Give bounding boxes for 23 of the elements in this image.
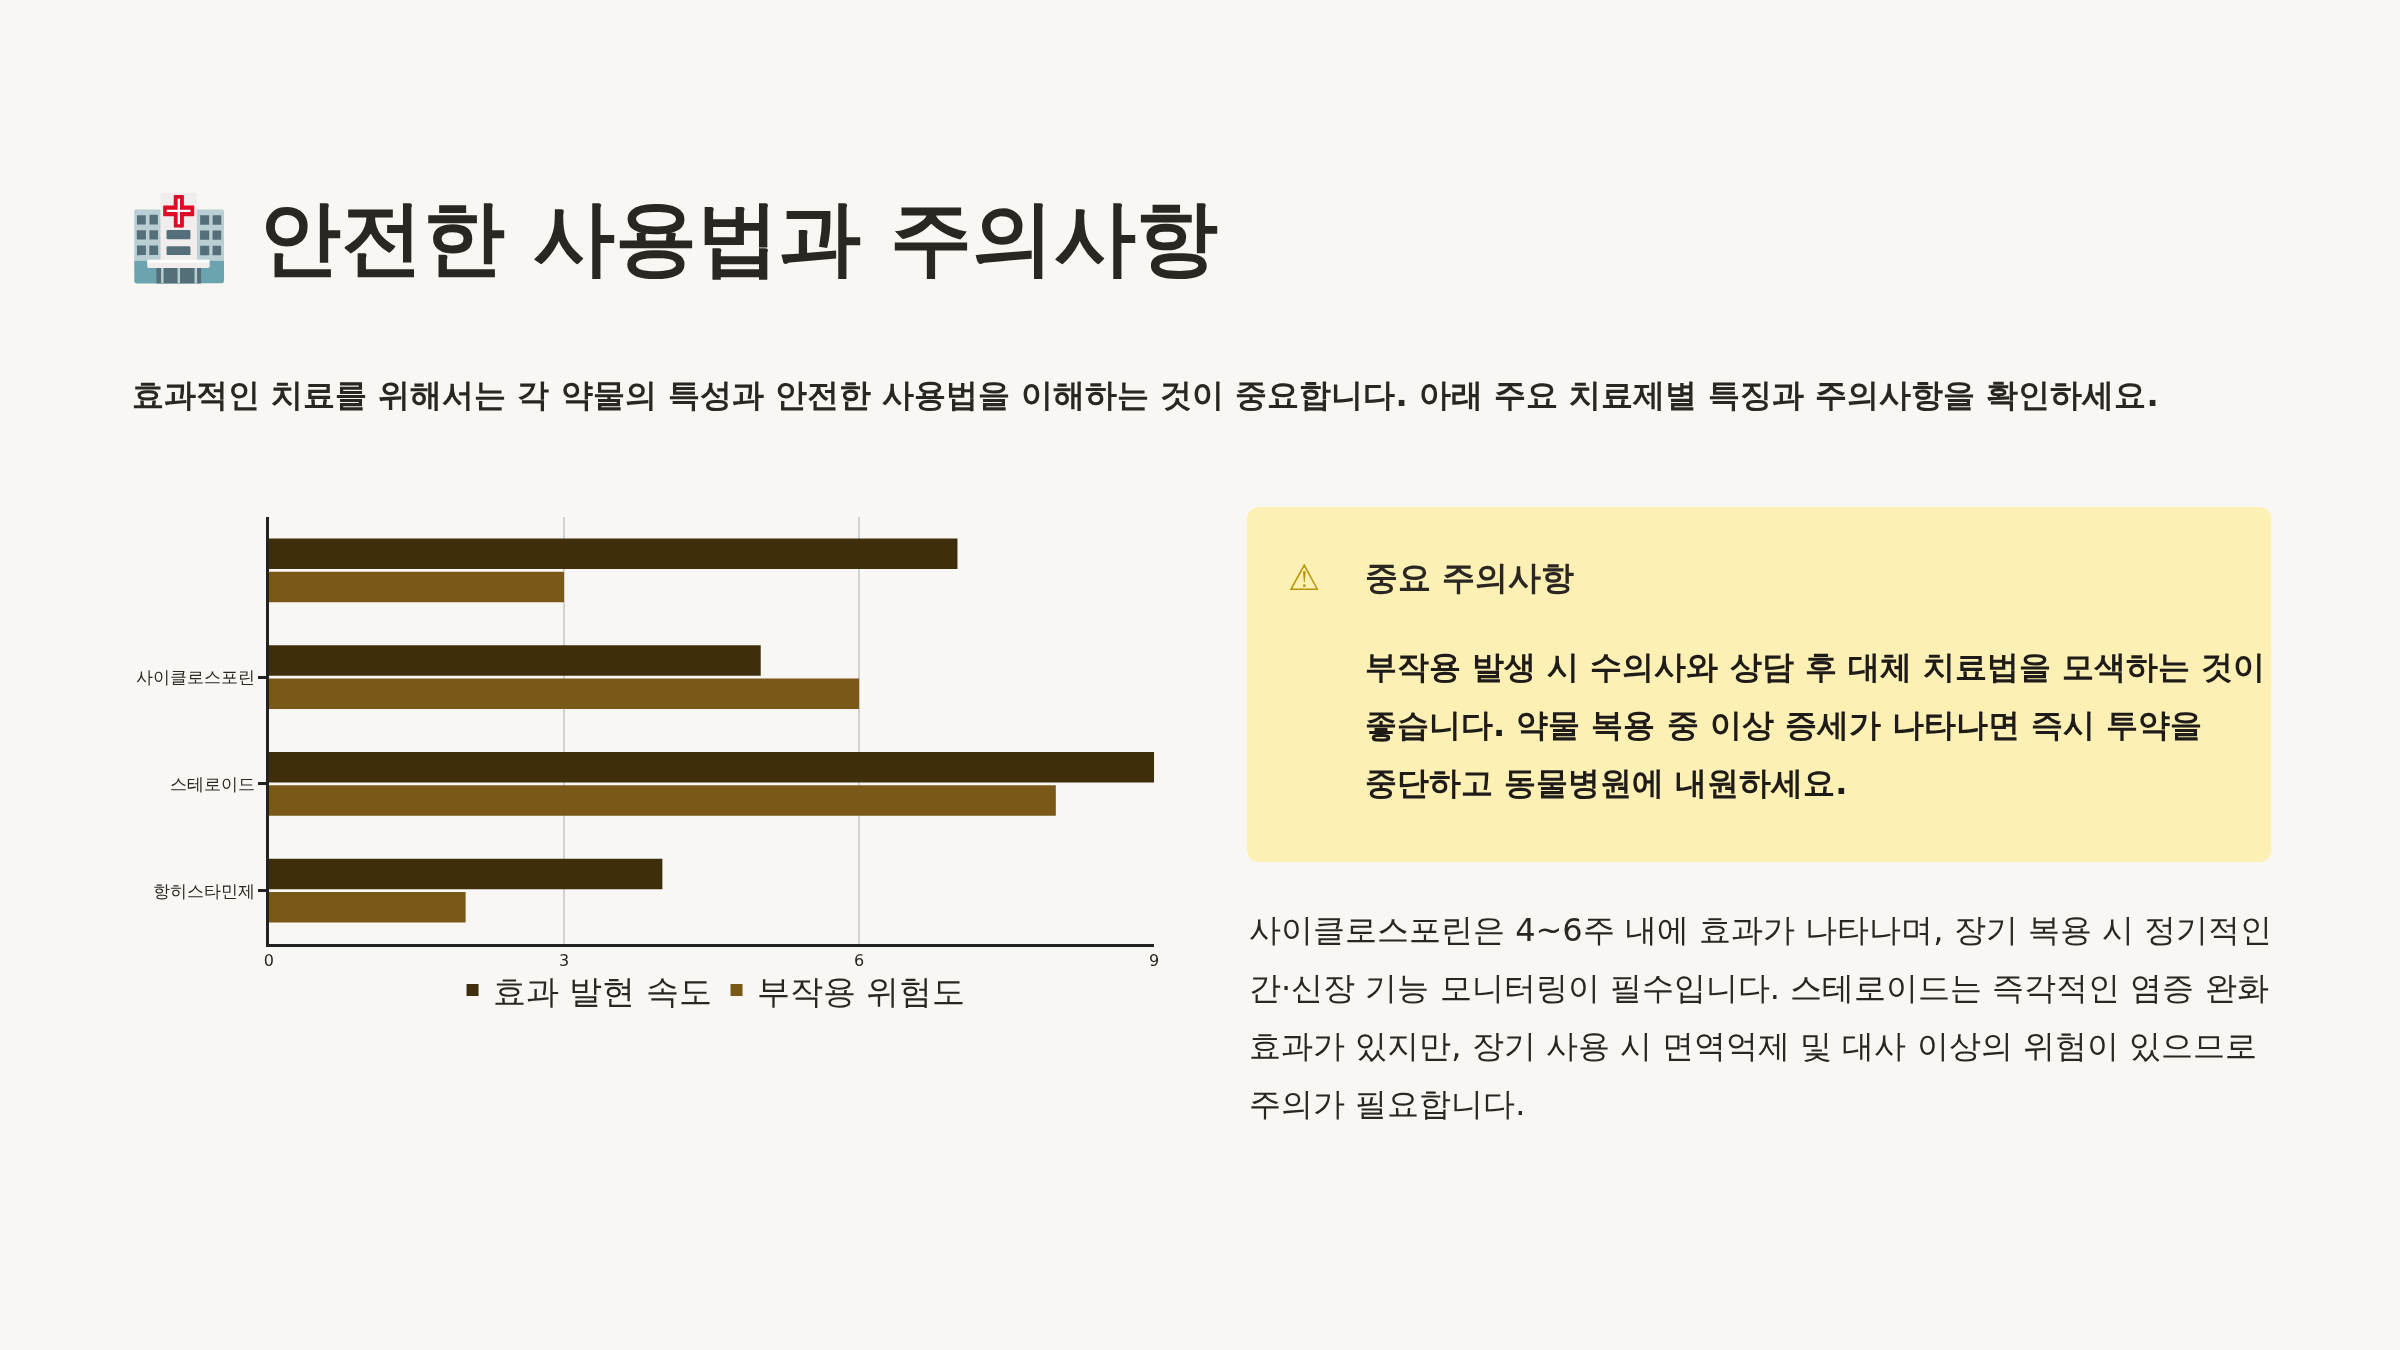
x-tick-label: 0: [263, 950, 274, 970]
legend-label: 효과 발현 속도: [492, 971, 712, 1011]
chart-subtitle: 효과적인 치료를 위해서는 각 약물의 특성과 안전한 사용법을 이해하는 것이 중요합니다. 아래 주요 치료제별 특징과 주의사항을 확인하세요.: [132, 376, 2159, 414]
bar: [268, 785, 1056, 816]
text: ⚠: [1288, 557, 1321, 598]
chart-title: 🏥 안전한 사용법과 주의사항: [128, 189, 1218, 285]
text: 중요 주의사항: [1365, 558, 1575, 597]
x-tick-label: 9: [1149, 950, 1160, 970]
bar: [268, 891, 466, 923]
bar: [268, 538, 958, 570]
x-tick-label: 6: [854, 950, 865, 970]
text: 부작용 발생 시 수의사와 상담 후 대체 치료법을 모색하는 것이 좋습니다. 약물 복용 중 이상 증세가 나타나면 즉시 투약을 중단하고 동물병원에 내원하세요.: [1365, 648, 2266, 802]
bar: [268, 645, 761, 676]
text: 사이클로스포린은 4~6주 내에 효과가 나타나며, 장기 복용 시 정기적인 간·신장 기능 모니터링이 필수입니다. 스테로이드는 즉각적인 염증 완화 효과가 있지만, 장기 사용 시 면역억제 및 대사 이상의 위험이 있으므로 주의가 필요합니다.: [1249, 911, 2273, 1123]
y-tick-label: 스테로이드: [169, 773, 255, 794]
y-tick-label: 사이클로스포린: [135, 667, 255, 688]
bar: [268, 752, 1155, 783]
x-tick-label: 3: [558, 950, 570, 970]
bar: [268, 678, 860, 709]
y-tick-label: 항히스타민제: [152, 880, 255, 901]
bar: [268, 571, 564, 603]
legend-label: 부작용 위험도: [756, 971, 966, 1011]
bar: [268, 858, 663, 890]
